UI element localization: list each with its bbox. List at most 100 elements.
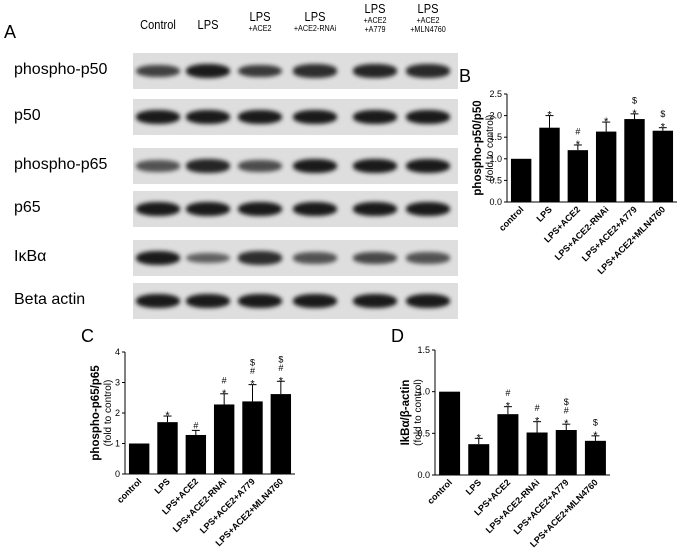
bar <box>157 422 178 474</box>
significance-marker: # <box>278 363 283 373</box>
y-axis-label: phospho-p65/p65 <box>90 365 102 461</box>
blot-band <box>136 202 180 216</box>
chart-panel-b: B 0.0 0.5 1.0 1.5 2.0 2.5 phospho-p50/p50 (fold … <box>459 66 677 275</box>
blot-band <box>406 294 450 308</box>
blot-band <box>186 159 230 173</box>
blot-row-label: p50 <box>14 107 41 124</box>
significance-marker: # <box>575 126 580 136</box>
significance-marker: $ <box>250 358 255 368</box>
blot-band <box>238 294 282 308</box>
lane-sub-label: +ACE2 <box>248 22 272 33</box>
significance-marker: # <box>222 375 227 385</box>
x-tick-label: LPS <box>152 476 171 495</box>
blot-band <box>293 294 337 308</box>
significance-marker: * <box>632 108 637 120</box>
x-tick-label: control <box>497 204 526 233</box>
bar <box>539 127 560 202</box>
significance-marker: * <box>279 375 284 387</box>
lane-header: LPS +ACE2 +MLN4760 <box>403 2 454 33</box>
blot-band <box>186 110 230 124</box>
panel-letter: C <box>81 326 94 346</box>
significance-marker: * <box>593 430 598 442</box>
y-axis-sublabel: (fold to control) <box>413 379 424 446</box>
bar <box>213 404 235 474</box>
significance-marker: * <box>165 410 170 422</box>
x-tick-label: LPS <box>534 204 553 223</box>
lane-header: LPS <box>183 18 234 32</box>
blot-band <box>238 202 282 216</box>
blot-band <box>353 64 397 78</box>
bar <box>652 130 674 202</box>
significance-marker: * <box>564 418 569 430</box>
lane-main-label: LPS <box>364 1 386 16</box>
y-axis-sublabel: (fold to control) <box>485 115 496 182</box>
lane-main-label: LPS <box>304 9 326 24</box>
bar <box>510 158 532 202</box>
bar <box>497 414 519 475</box>
x-tick-label: LPS <box>464 477 483 496</box>
significance-marker: # <box>535 403 540 413</box>
significance-marker: * <box>661 122 666 134</box>
blot-strip <box>133 99 458 135</box>
blot-strip <box>133 240 458 276</box>
bar <box>567 150 589 202</box>
blot-strip <box>133 191 458 227</box>
blot-band <box>406 252 450 264</box>
blot-band <box>136 251 180 265</box>
blot-row-label: Beta actin <box>14 291 86 308</box>
bar <box>468 444 490 475</box>
y-axis-label: phospho-p50/p50 <box>472 100 484 195</box>
blot-band <box>136 160 180 172</box>
blot-strip <box>133 283 458 319</box>
blot-band <box>293 64 337 78</box>
y-tick-label: 0.5 <box>489 175 502 185</box>
bar <box>555 430 577 475</box>
blot-band <box>353 252 397 264</box>
significance-marker: # <box>505 388 510 398</box>
y-tick-label: 1.5 <box>489 132 502 142</box>
lane-main-label: Control <box>140 17 176 32</box>
blot-band <box>186 64 230 78</box>
blot-band <box>293 159 337 173</box>
blot-strip <box>133 53 458 89</box>
lane-sub-label: +ACE2-RNAi <box>293 22 337 33</box>
blot-strip <box>133 148 458 184</box>
significance-marker: $ <box>593 417 598 427</box>
blot-band <box>136 110 180 124</box>
y-tick-label: 0.0 <box>417 470 430 480</box>
y-tick-label: 3 <box>115 378 120 388</box>
blot-band <box>353 159 397 173</box>
lane-header: LPS +ACE2-RNAi <box>290 10 341 33</box>
significance-marker: $ <box>278 354 283 364</box>
blot-band <box>186 252 230 264</box>
y-tick-label: 1.0 <box>489 154 502 164</box>
x-tick-label: control <box>115 476 144 505</box>
significance-marker: * <box>222 388 227 400</box>
blot-band <box>406 110 450 124</box>
blot-band <box>293 252 337 264</box>
x-tick-label: LPS+ACE2-RNAi <box>484 477 542 535</box>
x-tick-label: LPS+ACE2+A779 <box>512 477 571 536</box>
lane-sub-label: +A779 <box>364 23 386 34</box>
bar <box>526 432 548 475</box>
blot-band <box>238 110 282 124</box>
bar <box>624 119 645 202</box>
y-tick-label: 2.5 <box>489 89 502 99</box>
bar <box>242 401 263 474</box>
lane-header: Control <box>133 18 184 32</box>
significance-marker: $ <box>564 397 569 407</box>
lane-main-label: LPS <box>249 9 271 24</box>
lane-main-label: LPS <box>417 1 439 16</box>
y-tick-label: 4 <box>115 347 120 357</box>
significance-marker: * <box>250 379 255 391</box>
blot-band <box>136 64 180 78</box>
blot-band <box>136 294 180 308</box>
blot-row-label: phospho-p50 <box>14 61 108 78</box>
lane-main-label: LPS <box>197 17 219 32</box>
bar <box>595 131 617 202</box>
blot-row-label: phospho-p65 <box>14 156 108 173</box>
panel-letter: D <box>391 326 404 346</box>
y-tick-label: 2 <box>115 408 120 418</box>
y-tick-label: 0.5 <box>417 428 430 438</box>
lane-sub-label: +ACE2 <box>363 14 387 25</box>
